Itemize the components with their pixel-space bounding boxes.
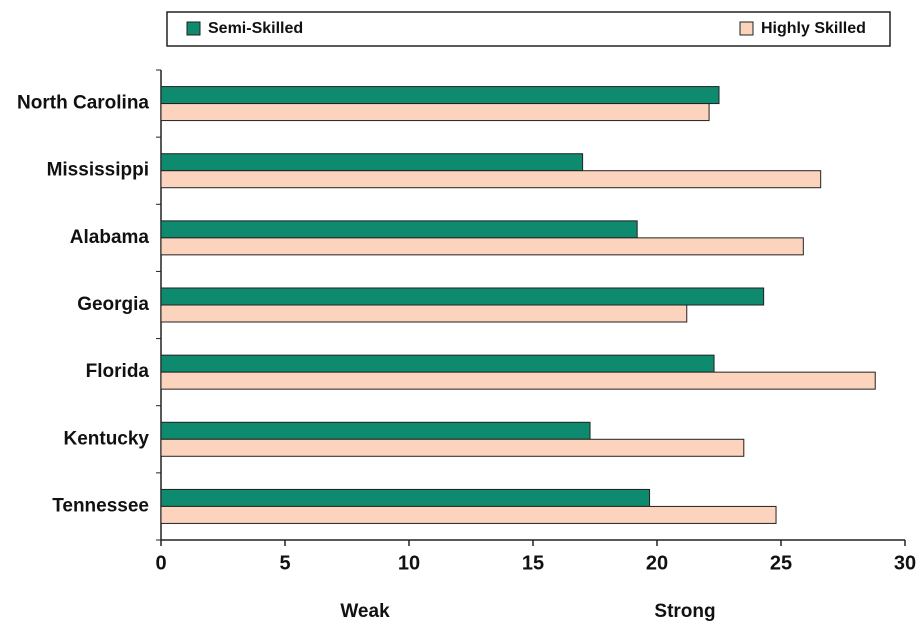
y-tick-label: Georgia bbox=[77, 294, 149, 315]
y-tick-label: Florida bbox=[86, 361, 150, 382]
bar bbox=[160, 371, 876, 390]
x-tick-label: 30 bbox=[894, 552, 916, 574]
bar bbox=[160, 103, 710, 122]
y-tick-label: Kentucky bbox=[63, 428, 149, 449]
y-tick-label: Alabama bbox=[70, 227, 150, 248]
bar bbox=[160, 421, 591, 440]
bar bbox=[160, 220, 638, 239]
x-tick-label: 25 bbox=[770, 552, 792, 574]
legend-label: Highly Skilled bbox=[761, 20, 866, 37]
legend-label: Semi-Skilled bbox=[208, 20, 303, 37]
x-tick-label: 20 bbox=[646, 552, 668, 574]
bar bbox=[160, 170, 822, 189]
y-tick-label: Tennessee bbox=[52, 495, 149, 516]
legend-box bbox=[166, 11, 891, 47]
bar bbox=[160, 153, 584, 172]
bar bbox=[160, 438, 745, 457]
legend-swatch bbox=[739, 21, 754, 36]
bar bbox=[160, 86, 720, 105]
x-tick-label: 15 bbox=[522, 552, 544, 574]
bar bbox=[160, 354, 715, 373]
x-tick-label: 0 bbox=[155, 552, 166, 574]
bar bbox=[160, 505, 777, 524]
bar bbox=[160, 304, 688, 323]
bar bbox=[160, 237, 804, 256]
x-tick-label: 10 bbox=[398, 552, 420, 574]
annotation: Weak bbox=[340, 601, 390, 622]
y-tick-label: North Carolina bbox=[17, 93, 149, 114]
annotation: Strong bbox=[654, 601, 715, 622]
bar bbox=[160, 488, 651, 507]
y-tick-label: Mississippi bbox=[47, 160, 149, 181]
legend-swatch bbox=[186, 21, 201, 36]
bar bbox=[160, 287, 765, 306]
x-tick-label: 5 bbox=[279, 552, 290, 574]
